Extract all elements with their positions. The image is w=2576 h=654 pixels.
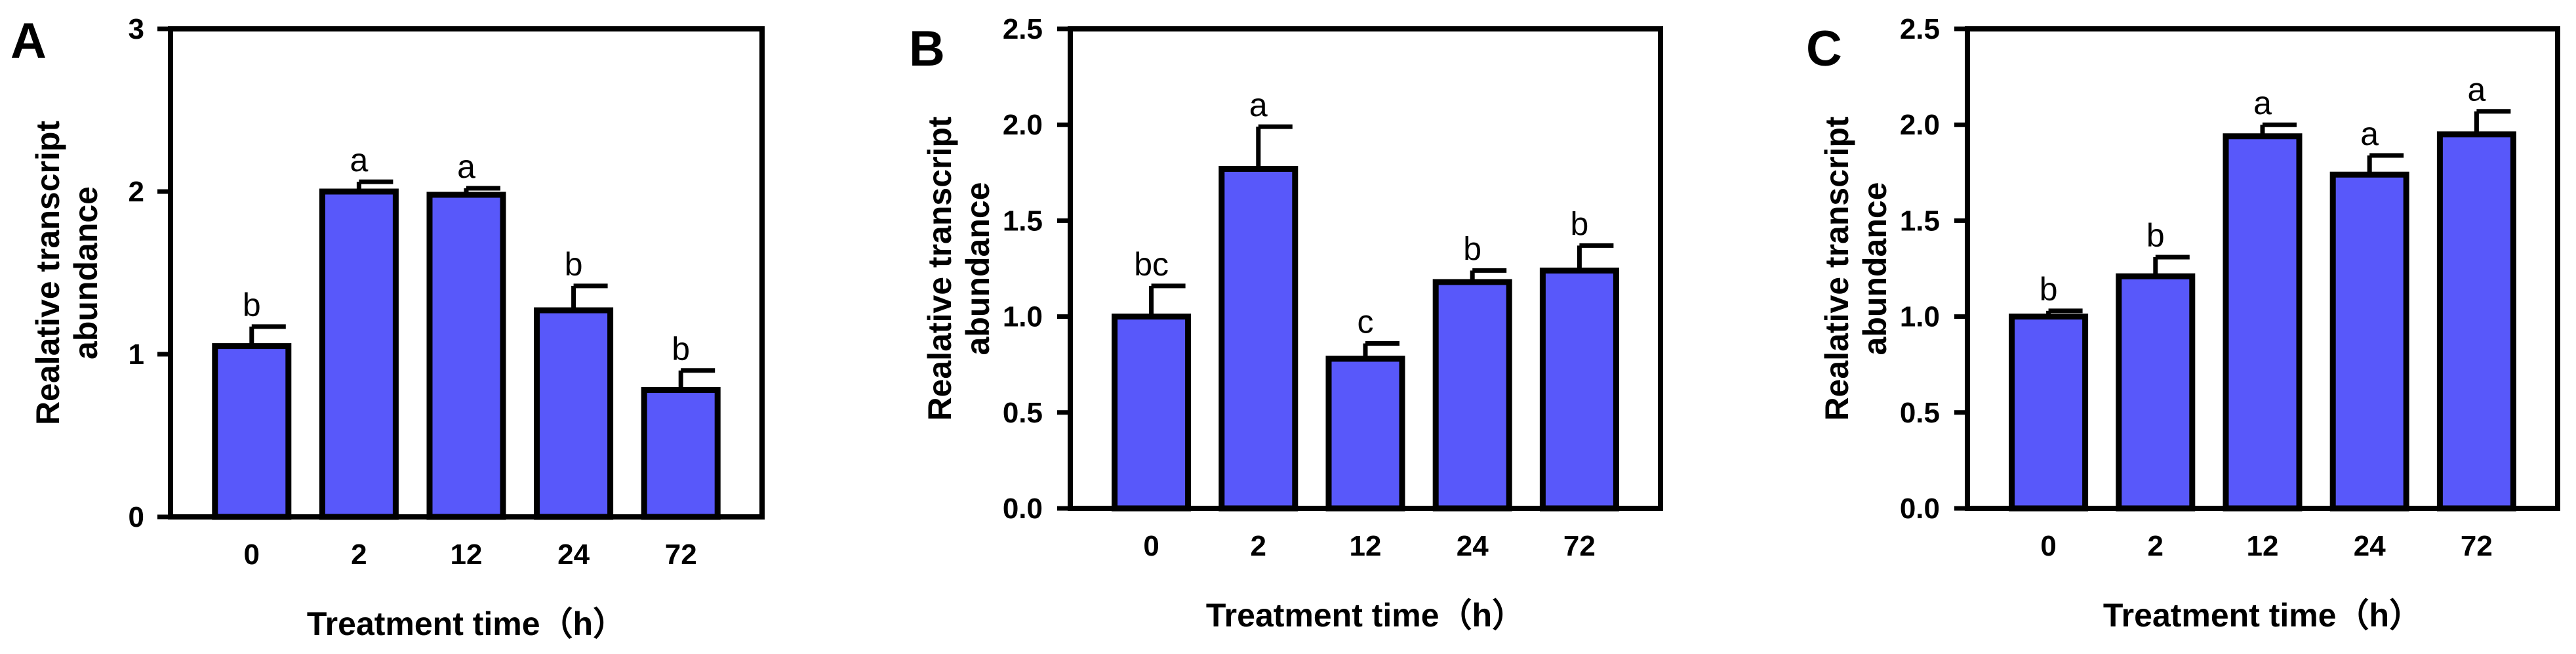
significance-letter: bc bbox=[1134, 246, 1169, 283]
x-tick-label: 72 bbox=[665, 539, 697, 571]
x-tick-label: 12 bbox=[451, 539, 483, 571]
x-tick-label: 0 bbox=[1143, 530, 1159, 562]
y-tick-label: 1.5 bbox=[1003, 205, 1043, 237]
y-tick-label: 0.0 bbox=[1900, 493, 1940, 525]
significance-letter: b bbox=[565, 246, 583, 283]
y-tick-label: 2.0 bbox=[1900, 109, 1940, 141]
x-tick-label: 72 bbox=[2461, 530, 2493, 562]
bar-72 bbox=[1539, 267, 1619, 512]
bar-2 bbox=[319, 188, 399, 520]
bar-24 bbox=[1432, 279, 1512, 512]
bar-0 bbox=[2009, 314, 2089, 512]
panel-c: C Realative transcriptabundance b 0 b 2 a 12 a 24… bbox=[1806, 13, 2560, 634]
bar-0 bbox=[212, 343, 292, 520]
significance-letter: a bbox=[350, 142, 368, 178]
bar-0 bbox=[1112, 314, 1192, 512]
significance-letter: b bbox=[1463, 230, 1481, 267]
significance-letter: b bbox=[1570, 205, 1588, 242]
panel-letter: C bbox=[1806, 21, 1842, 77]
panel-letter: A bbox=[10, 13, 47, 69]
x-tick-label: 24 bbox=[2354, 530, 2386, 562]
plot-frame bbox=[1068, 26, 1663, 511]
bar-2 bbox=[1218, 165, 1298, 512]
significance-letter: b bbox=[672, 331, 690, 367]
significance-letter: c bbox=[1358, 304, 1374, 340]
significance-letter: a bbox=[2253, 85, 2272, 121]
plot-frame bbox=[168, 26, 765, 520]
y-tick-label: 1.5 bbox=[1900, 205, 1940, 237]
x-tick-label: 12 bbox=[2247, 530, 2279, 562]
bar-12 bbox=[426, 192, 506, 520]
y-tick-label: 0 bbox=[129, 501, 144, 533]
significance-letter: b bbox=[2040, 271, 2058, 308]
x-axis-title: Treatment time（h） bbox=[2103, 597, 2422, 634]
x-tick-label: 2 bbox=[351, 539, 367, 571]
x-axis-title: Treatment time（h） bbox=[1206, 597, 1525, 634]
bar-72 bbox=[641, 387, 721, 520]
x-tick-label: 0 bbox=[2040, 530, 2056, 562]
significance-letter: a bbox=[1249, 87, 1268, 123]
y-tick-label: 2.5 bbox=[1900, 13, 1940, 45]
significance-letter: a bbox=[2467, 72, 2485, 108]
bar-24 bbox=[2329, 171, 2409, 512]
y-tick-label: 0.5 bbox=[1900, 397, 1940, 429]
bar-12 bbox=[2223, 133, 2303, 512]
y-tick-label: 2.0 bbox=[1003, 109, 1043, 141]
bar-24 bbox=[534, 307, 614, 520]
x-axis-title: Treatment time（h） bbox=[307, 605, 626, 642]
y-tick-label: 1 bbox=[129, 338, 144, 371]
y-tick-label: 0.5 bbox=[1003, 397, 1043, 429]
x-tick-label: 12 bbox=[1350, 530, 1382, 562]
x-tick-label: 0 bbox=[244, 539, 260, 571]
x-tick-label: 24 bbox=[557, 539, 590, 571]
bar-2 bbox=[2116, 273, 2196, 512]
y-tick-label: 0.0 bbox=[1003, 493, 1043, 525]
y-tick-label: 2 bbox=[129, 176, 144, 208]
y-tick-label: 2.5 bbox=[1003, 13, 1043, 45]
y-axis-title-line: Realative transcript bbox=[30, 121, 66, 425]
y-axis-title-line: abundance bbox=[1857, 182, 1893, 356]
y-axis-title-line: Realative transcript bbox=[1819, 116, 1855, 420]
y-tick-label: 1.0 bbox=[1900, 301, 1940, 333]
y-axis-title-line: Realative transcript bbox=[921, 116, 958, 420]
x-tick-label: 72 bbox=[1563, 530, 1596, 562]
plot-frame bbox=[1965, 26, 2560, 511]
x-tick-label: 2 bbox=[2148, 530, 2163, 562]
bar-72 bbox=[2436, 131, 2516, 512]
y-tick-label: 3 bbox=[129, 13, 144, 45]
x-tick-label: 2 bbox=[1251, 530, 1266, 562]
bar-12 bbox=[1325, 356, 1405, 512]
y-axis-title-line: abundance bbox=[959, 182, 996, 356]
y-axis-title: Realative transcriptabundance bbox=[1819, 116, 1893, 420]
x-tick-label: 24 bbox=[1457, 530, 1489, 562]
y-axis-title-line: abundance bbox=[68, 186, 104, 359]
y-axis-title: Realative transcriptabundance bbox=[30, 121, 104, 425]
y-tick-label: 1.0 bbox=[1003, 301, 1043, 333]
significance-letter: a bbox=[2360, 115, 2379, 152]
panel-b: B Realative transcriptabundance bc 0 a 2 c 12 b 2… bbox=[909, 13, 1663, 634]
significance-letter: a bbox=[457, 148, 475, 185]
y-axis-title: Realative transcriptabundance bbox=[921, 116, 996, 420]
significance-letter: b bbox=[2146, 217, 2165, 254]
significance-letter: b bbox=[243, 287, 261, 323]
panel-letter: B bbox=[909, 21, 945, 77]
